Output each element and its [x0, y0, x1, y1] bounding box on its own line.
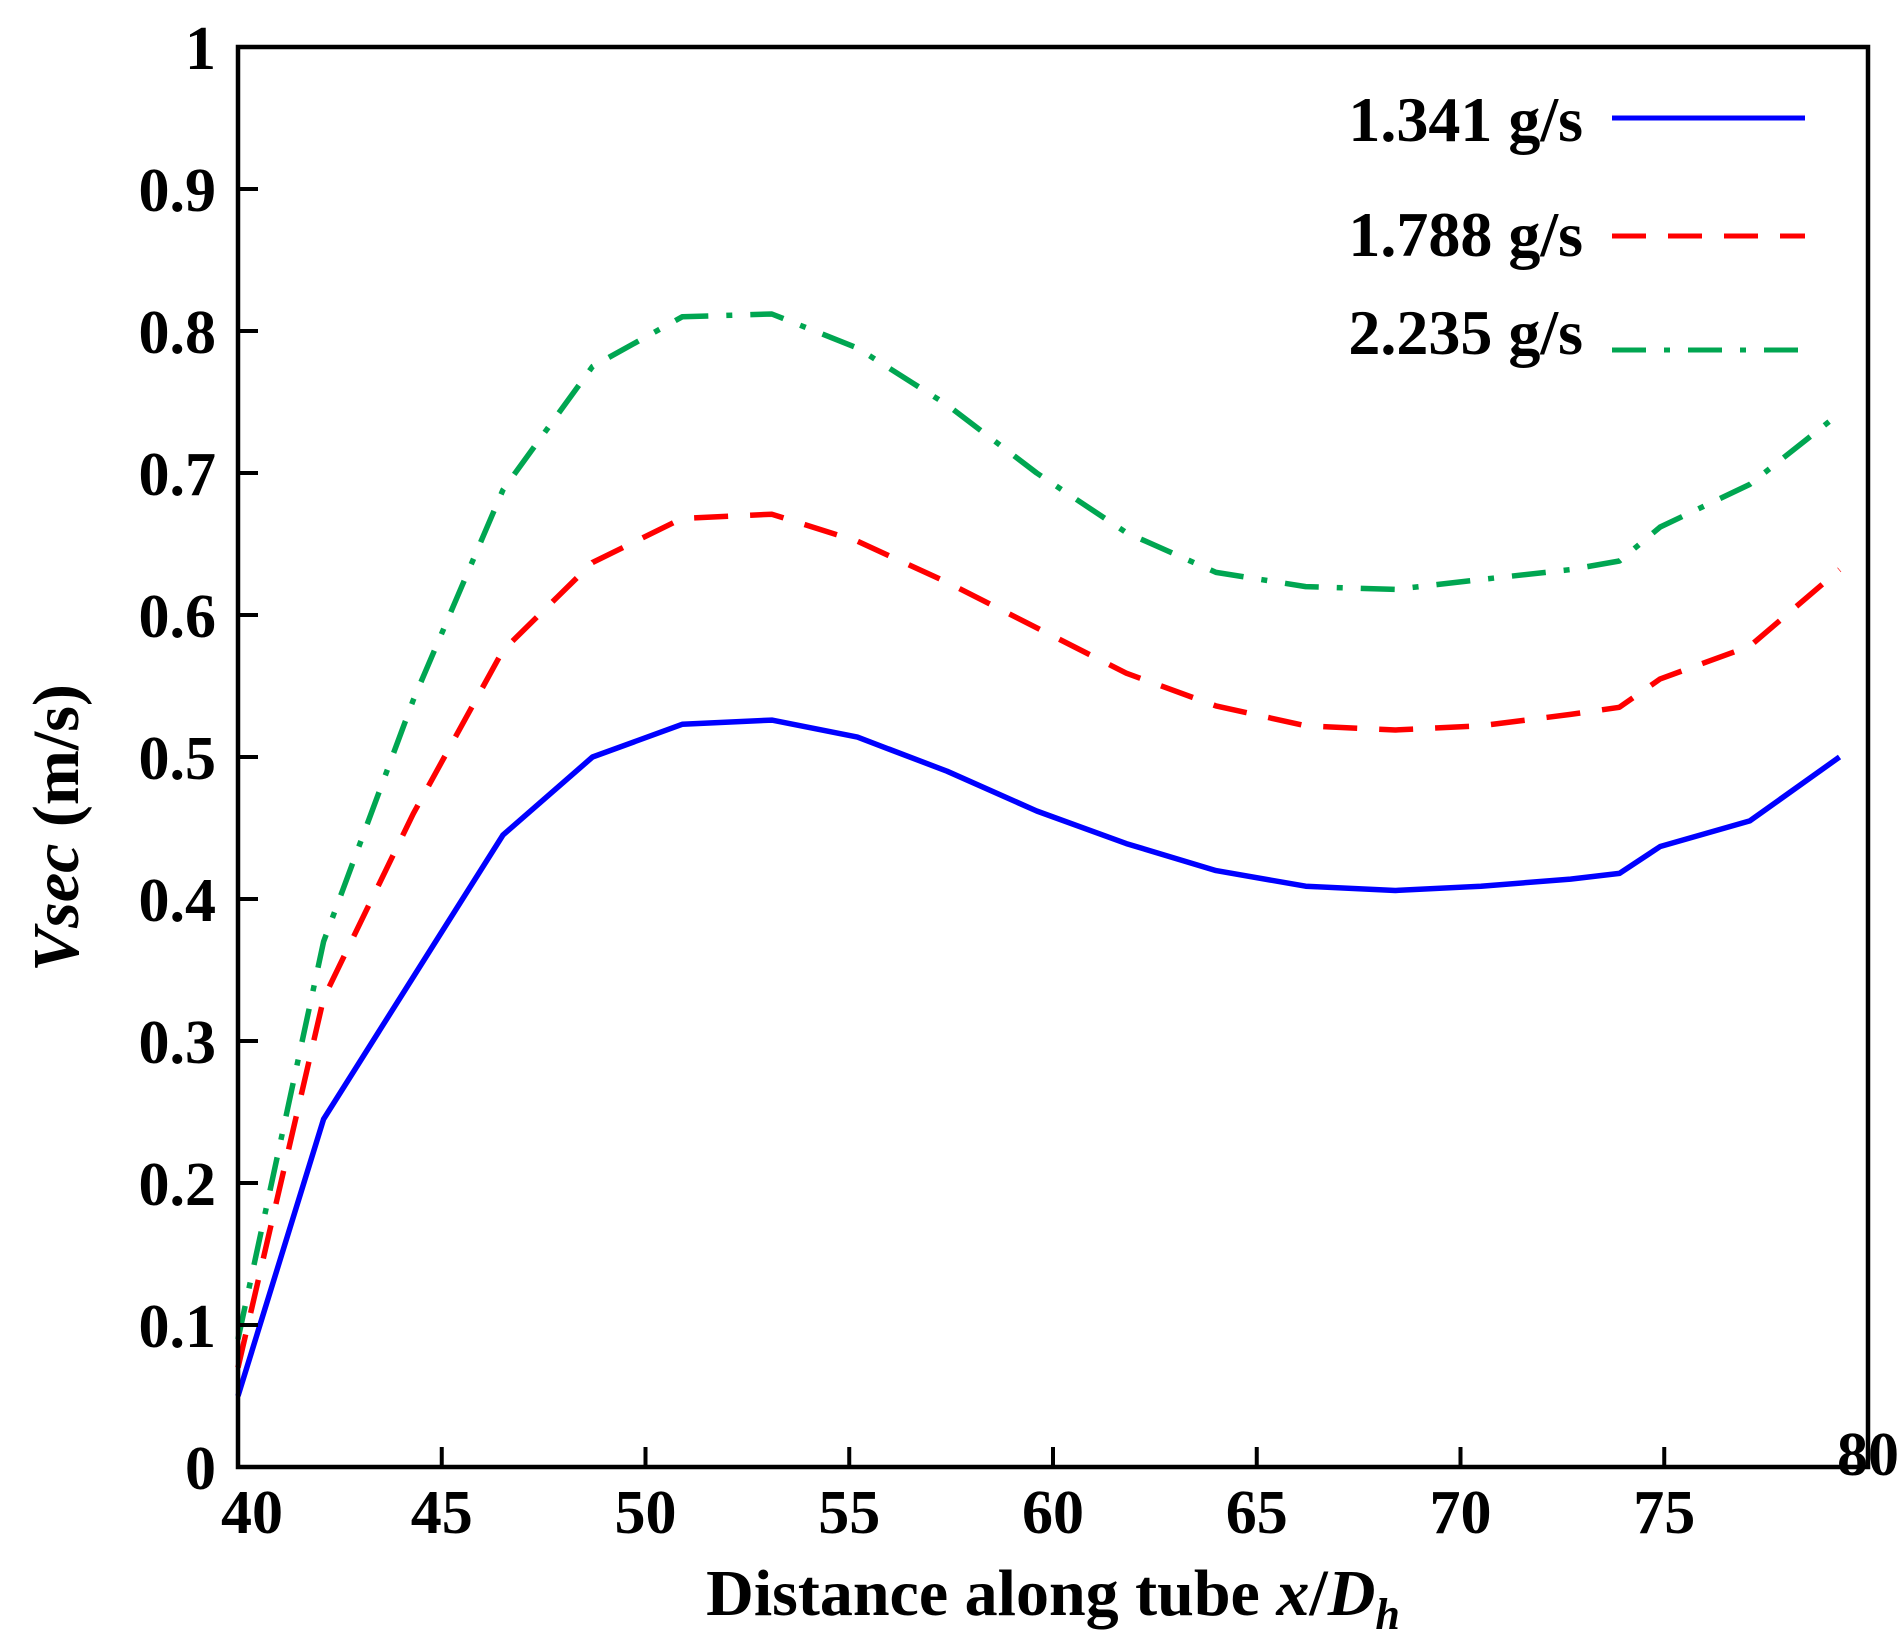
series-layer: [235, 311, 1842, 1397]
y-tick-label: 0.1: [139, 1293, 217, 1361]
y-tick-label: 0.2: [139, 1151, 217, 1219]
y-tick-label: 0: [185, 1435, 216, 1503]
y-tick-label: 0.5: [139, 725, 217, 793]
x-axis-title-var-x: x: [1275, 1557, 1309, 1630]
legend-label-series-3: 2.235 g/s: [1348, 297, 1583, 368]
x-axis-title-slash: /: [1308, 1557, 1329, 1630]
x-tick-label: 80: [1837, 1421, 1898, 1489]
series-line-1: [235, 717, 1842, 1397]
y-axis-title: Vsec (m/s): [20, 684, 93, 972]
x-axis-title: Distance along tube x/Dh: [706, 1557, 1400, 1639]
y-tick-label: 0.9: [139, 157, 217, 225]
y-tick-label: 0.7: [139, 441, 217, 509]
x-axis-title-var-d: D: [1327, 1557, 1376, 1630]
y-tick-label: 1: [185, 15, 216, 83]
legend: 1.341 g/s 1.788 g/s 2.235 g/s: [1348, 84, 1805, 368]
y-axis-title-var: Vsec: [20, 844, 93, 972]
y-tick-label: 0.4: [139, 867, 217, 935]
x-tick-label: 60: [1022, 1479, 1084, 1547]
x-tick-label: 70: [1430, 1479, 1492, 1547]
y-tick-label: 0.6: [139, 583, 217, 651]
x-tick-label: 45: [411, 1479, 473, 1547]
legend-label-series-1: 1.341 g/s: [1348, 84, 1583, 155]
x-axis-title-subscript: h: [1375, 1590, 1399, 1639]
x-tick-label: 65: [1226, 1479, 1288, 1547]
series-line-3: [235, 311, 1842, 1340]
x-tick-label: 75: [1633, 1479, 1695, 1547]
y-tick-label: 0.3: [139, 1009, 217, 1077]
x-tick-label: 55: [818, 1479, 880, 1547]
legend-label-series-2: 1.788 g/s: [1348, 199, 1583, 270]
ticks-layer: 40 45 50 55 60 65 70 75 80 0 0.1 0.2 0.3 0.4 0.5 0.6 0.7…: [139, 15, 1898, 1547]
x-axis-title-prefix: Distance along tube: [706, 1557, 1276, 1630]
series-line-2: [235, 511, 1842, 1369]
x-tick-label: 40: [221, 1479, 283, 1547]
y-axis-title-unit: (m/s): [20, 684, 93, 843]
y-tick-label: 0.8: [139, 299, 217, 367]
x-tick-label: 50: [615, 1479, 677, 1547]
